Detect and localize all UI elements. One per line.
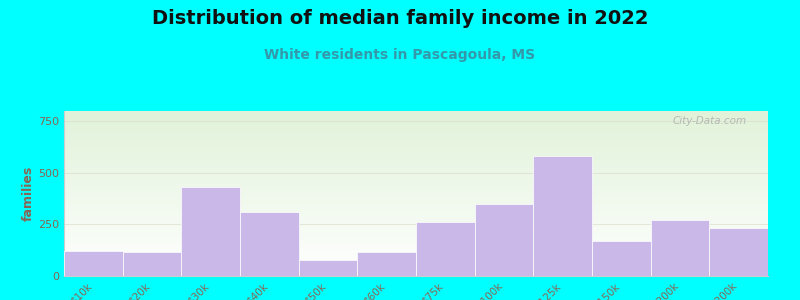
Bar <box>534 156 592 276</box>
Bar <box>710 227 768 276</box>
Text: Distribution of median family income in 2022: Distribution of median family income in … <box>152 9 648 28</box>
Bar <box>474 204 534 276</box>
Bar <box>240 212 298 276</box>
Text: City-Data.com: City-Data.com <box>673 116 747 126</box>
Bar <box>650 220 710 276</box>
Bar <box>64 251 122 276</box>
Text: White residents in Pascagoula, MS: White residents in Pascagoula, MS <box>265 48 535 62</box>
Bar <box>416 222 474 276</box>
Bar <box>122 252 182 276</box>
Bar <box>182 187 240 276</box>
Y-axis label: families: families <box>22 166 35 221</box>
Bar <box>592 241 650 276</box>
Bar <box>298 260 358 276</box>
Bar <box>358 252 416 276</box>
